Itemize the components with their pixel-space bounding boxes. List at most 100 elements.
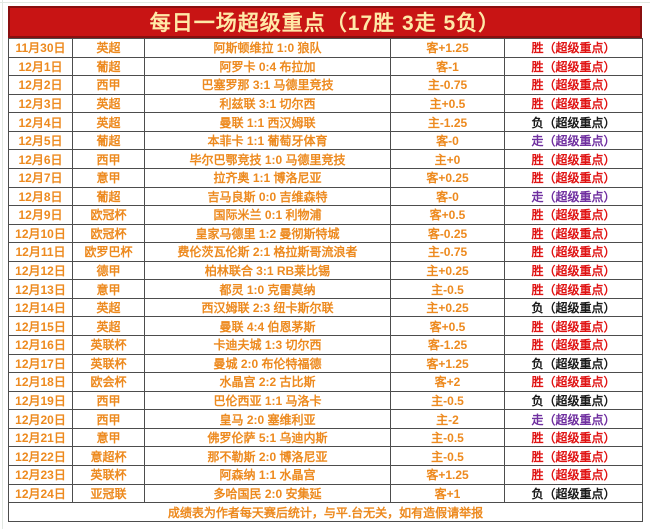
league-cell: 德甲 bbox=[72, 260, 145, 281]
league-cell: 葡超 bbox=[72, 130, 145, 151]
date-cell: 12月18日 bbox=[8, 372, 73, 392]
league-cell: 欧罗巴杯 bbox=[72, 242, 145, 262]
league-cell: 英超 bbox=[72, 297, 145, 318]
match-cell: 曼联 1:1 西汉姆联 bbox=[144, 112, 391, 132]
league-cell: 英联杯 bbox=[72, 464, 145, 485]
handicap-cell: 主+0.25 bbox=[390, 297, 505, 318]
table-row: 12月19日 西甲 巴伦西亚 1:1 马洛卡 主-0.5 负（超级重点） bbox=[8, 390, 643, 411]
match-cell: 巴塞罗那 3:1 马德里竞技 bbox=[144, 75, 391, 95]
match-cell: 本菲卡 1:1 葡萄牙体育 bbox=[144, 130, 391, 151]
match-cell: 佛罗伦萨 5:1 乌迪内斯 bbox=[144, 427, 391, 448]
handicap-cell: 客+1.25 bbox=[390, 464, 505, 485]
date-cell: 12月20日 bbox=[8, 409, 73, 429]
table-row: 12月2日 西甲 巴塞罗那 3:1 马德里竞技 主-0.75 胜（超级重点） bbox=[8, 75, 643, 95]
handicap-cell: 主-0.75 bbox=[390, 75, 505, 95]
result-cell: 走（超级重点） bbox=[504, 130, 643, 151]
league-cell: 欧会杯 bbox=[72, 372, 145, 392]
date-cell: 12月5日 bbox=[8, 130, 73, 151]
result-cell: 胜（超级重点） bbox=[504, 38, 643, 58]
result-cell: 胜（超级重点） bbox=[504, 446, 643, 466]
table-row: 12月8日 葡超 吉马良斯 0:0 吉维森特 客-0 走（超级重点） bbox=[8, 186, 643, 207]
table-row: 12月12日 德甲 柏林联合 3:1 RB莱比锡 主+0.25 胜（超级重点） bbox=[8, 260, 643, 281]
match-cell: 多哈国民 2:0 安集延 bbox=[144, 483, 391, 504]
date-cell: 12月10日 bbox=[8, 223, 73, 244]
result-cell: 胜（超级重点） bbox=[504, 56, 643, 77]
handicap-cell: 主+0.25 bbox=[390, 260, 505, 281]
table-row: 12月10日 欧冠杯 皇家马德里 1:2 曼彻斯特城 客-0.25 胜（超级重点… bbox=[8, 223, 643, 244]
league-cell: 英超 bbox=[72, 93, 145, 114]
table-row: 12月20日 西甲 皇马 2:0 塞维利亚 主-2 走（超级重点） bbox=[8, 409, 643, 429]
handicap-cell: 客+1.25 bbox=[390, 353, 505, 374]
league-cell: 英联杯 bbox=[72, 353, 145, 374]
match-cell: 拉齐奥 1:1 博洛尼亚 bbox=[144, 167, 391, 188]
date-cell: 11月30日 bbox=[8, 38, 73, 58]
handicap-cell: 客-0 bbox=[390, 186, 505, 207]
table-row: 12月4日 英超 曼联 1:1 西汉姆联 主-1.25 负（超级重点） bbox=[8, 112, 643, 132]
handicap-cell: 主-0.75 bbox=[390, 242, 505, 262]
handicap-cell: 客+0.25 bbox=[390, 167, 505, 188]
handicap-cell: 主-0.5 bbox=[390, 390, 505, 411]
handicap-cell: 客+0.5 bbox=[390, 316, 505, 336]
date-cell: 12月21日 bbox=[8, 427, 73, 448]
handicap-cell: 客-1.25 bbox=[390, 335, 505, 355]
table-row: 12月21日 意甲 佛罗伦萨 5:1 乌迪内斯 主-0.5 胜（超级重点） bbox=[8, 427, 643, 448]
handicap-cell: 客-1 bbox=[390, 56, 505, 77]
table-row: 12月23日 英联杯 阿森纳 1:1 水晶宫 客+1.25 胜（超级重点） bbox=[8, 464, 643, 485]
league-cell: 意甲 bbox=[72, 427, 145, 448]
date-cell: 12月23日 bbox=[8, 464, 73, 485]
league-cell: 西甲 bbox=[72, 75, 145, 95]
table-row: 12月3日 英超 利兹联 3:1 切尔西 主+0.5 胜（超级重点） bbox=[8, 93, 643, 114]
handicap-cell: 客+2 bbox=[390, 372, 505, 392]
date-cell: 12月16日 bbox=[8, 335, 73, 355]
result-cell: 胜（超级重点） bbox=[504, 93, 643, 114]
table-row: 12月6日 西甲 毕尔巴鄂竞技 1:0 马德里竞技 主+0 胜（超级重点） bbox=[8, 149, 643, 169]
table-row: 12月1日 葡超 阿罗卡 0:4 布拉加 客-1 胜（超级重点） bbox=[8, 56, 643, 77]
handicap-cell: 主-0.5 bbox=[390, 446, 505, 466]
result-cell: 胜（超级重点） bbox=[504, 223, 643, 244]
result-cell: 胜（超级重点） bbox=[504, 316, 643, 336]
league-cell: 英超 bbox=[72, 38, 145, 58]
result-cell: 胜（超级重点） bbox=[504, 335, 643, 355]
league-cell: 葡超 bbox=[72, 186, 145, 207]
date-cell: 12月7日 bbox=[8, 167, 73, 188]
result-cell: 负（超级重点） bbox=[504, 112, 643, 132]
league-cell: 欧冠杯 bbox=[72, 223, 145, 244]
result-cell: 胜（超级重点） bbox=[504, 464, 643, 485]
league-cell: 英超 bbox=[72, 316, 145, 336]
match-cell: 都灵 1:0 克雷莫纳 bbox=[144, 279, 391, 299]
date-cell: 12月19日 bbox=[8, 390, 73, 411]
match-cell: 曼城 2:0 布伦特福德 bbox=[144, 353, 391, 374]
match-cell: 毕尔巴鄂竞技 1:0 马德里竞技 bbox=[144, 149, 391, 169]
handicap-cell: 客+1.25 bbox=[390, 38, 505, 58]
match-cell: 卡迪夫城 1:3 切尔西 bbox=[144, 335, 391, 355]
date-cell: 12月15日 bbox=[8, 316, 73, 336]
handicap-cell: 客-0 bbox=[390, 130, 505, 151]
result-cell: 胜（超级重点） bbox=[504, 260, 643, 281]
date-cell: 12月2日 bbox=[8, 75, 73, 95]
result-cell: 走（超级重点） bbox=[504, 409, 643, 429]
match-cell: 柏林联合 3:1 RB莱比锡 bbox=[144, 260, 391, 281]
match-cell: 利兹联 3:1 切尔西 bbox=[144, 93, 391, 114]
result-cell: 胜（超级重点） bbox=[504, 279, 643, 299]
handicap-cell: 客-0.25 bbox=[390, 223, 505, 244]
match-cell: 曼联 4:4 伯恩茅斯 bbox=[144, 316, 391, 336]
table-row: 12月7日 意甲 拉齐奥 1:1 博洛尼亚 客+0.25 胜（超级重点） bbox=[8, 167, 643, 188]
match-cell: 皇家马德里 1:2 曼彻斯特城 bbox=[144, 223, 391, 244]
result-cell: 胜（超级重点） bbox=[504, 372, 643, 392]
match-cell: 阿森纳 1:1 水晶宫 bbox=[144, 464, 391, 485]
handicap-cell: 主-1.25 bbox=[390, 112, 505, 132]
handicap-cell: 主+0.5 bbox=[390, 93, 505, 114]
date-cell: 12月6日 bbox=[8, 149, 73, 169]
league-cell: 欧冠杯 bbox=[72, 205, 145, 225]
date-cell: 12月3日 bbox=[8, 93, 73, 114]
result-cell: 胜（超级重点） bbox=[504, 75, 643, 95]
match-cell: 巴伦西亚 1:1 马洛卡 bbox=[144, 390, 391, 411]
result-cell: 胜（超级重点） bbox=[504, 242, 643, 262]
disclaimer-note: 成绩表为作者每天赛后统计，与平.台无关，如有造假请举报 bbox=[8, 502, 643, 522]
result-cell: 负（超级重点） bbox=[504, 390, 643, 411]
table-row: 12月11日 欧罗巴杯 费伦茨瓦伦斯 2:1 格拉斯哥流浪者 主-0.75 胜（… bbox=[8, 242, 643, 262]
match-cell: 水晶宫 2:2 古比斯 bbox=[144, 372, 391, 392]
date-cell: 12月1日 bbox=[8, 56, 73, 77]
league-cell: 英超 bbox=[72, 112, 145, 132]
